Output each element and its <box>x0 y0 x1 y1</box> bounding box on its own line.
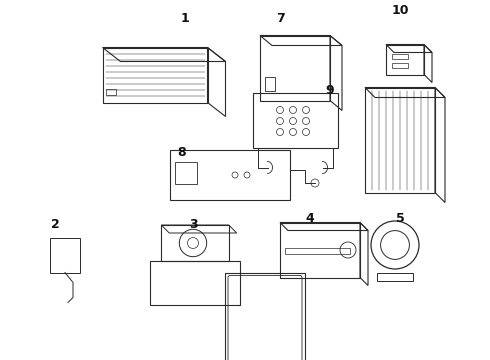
Bar <box>285 248 350 254</box>
Bar <box>377 273 413 280</box>
Bar <box>175 162 197 184</box>
Text: 4: 4 <box>306 211 315 225</box>
Text: 8: 8 <box>178 145 186 158</box>
Bar <box>392 54 408 58</box>
Text: 2: 2 <box>50 219 59 231</box>
Text: 1: 1 <box>181 12 189 24</box>
Bar <box>150 261 240 305</box>
Text: 3: 3 <box>189 219 197 231</box>
Text: 10: 10 <box>391 4 409 17</box>
Bar <box>170 150 290 200</box>
Bar <box>161 225 229 261</box>
Bar <box>392 63 408 68</box>
Bar <box>265 77 275 90</box>
Bar <box>252 93 338 148</box>
Text: 5: 5 <box>395 211 404 225</box>
Bar <box>225 273 305 360</box>
Text: 9: 9 <box>326 84 334 96</box>
Bar <box>50 238 80 273</box>
Bar <box>105 89 116 94</box>
Text: 7: 7 <box>275 12 284 24</box>
